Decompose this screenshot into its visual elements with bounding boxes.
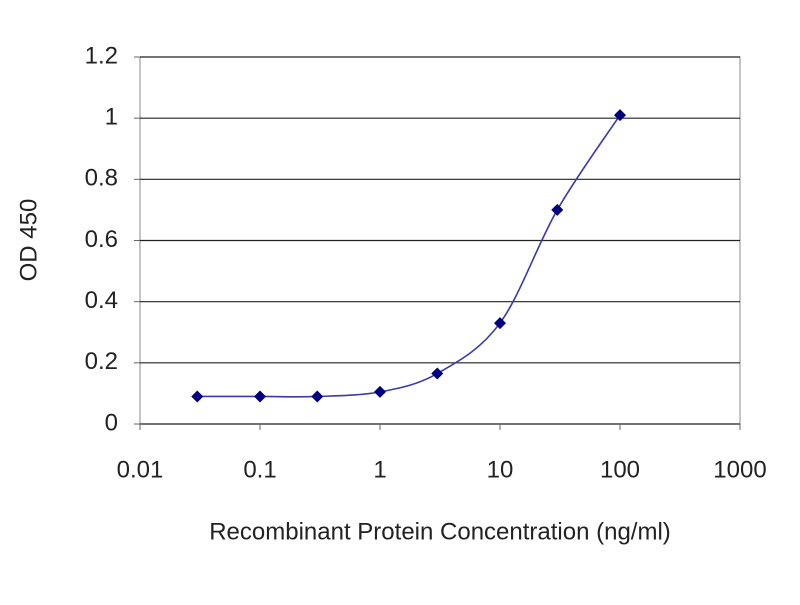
data-point	[191, 390, 204, 403]
x-tick-label: 0.1	[243, 456, 276, 483]
data-point	[614, 109, 626, 122]
x-tick-label: 0.01	[117, 456, 164, 483]
y-axis-label: OD 450	[15, 199, 42, 282]
data-point	[254, 390, 266, 403]
data-point	[551, 203, 564, 216]
x-tick-label: 10	[487, 456, 514, 483]
x-tick-label: 1	[373, 456, 386, 483]
data-point	[431, 367, 444, 380]
y-tick-label: 0.8	[85, 165, 118, 192]
x-tick-label: 100	[600, 456, 640, 483]
y-tick-label: 0.2	[85, 348, 118, 375]
x-tick-label: 1000	[713, 456, 766, 483]
y-tick-label: 0.6	[85, 226, 118, 253]
y-tick-label: 1	[105, 104, 118, 131]
x-axis-label: Recombinant Protein Concentration (ng/ml…	[209, 518, 671, 545]
data-point	[311, 390, 324, 403]
y-tick-label: 0	[105, 409, 118, 436]
data-point	[374, 385, 386, 398]
data-point	[494, 317, 506, 330]
y-tick-label: 1.2	[85, 42, 118, 69]
y-tick-label: 0.4	[85, 287, 118, 314]
